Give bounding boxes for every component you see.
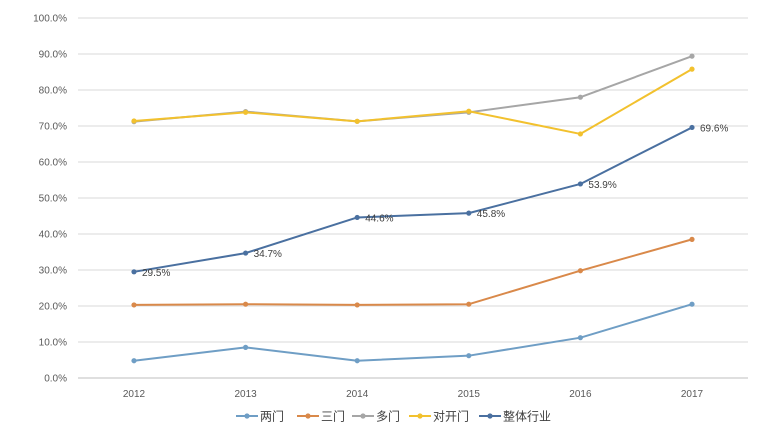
data-point-two-door [689, 301, 695, 307]
data-point-industry-total [354, 214, 360, 221]
x-tick-label: 2013 [234, 389, 257, 400]
series-line-multi-door [133, 55, 693, 123]
data-point-industry-total [577, 181, 584, 187]
data-labels: 29.5% 34.7% 44.6% 45.8% 53.9% 69.6% [142, 123, 728, 278]
legend-label: 整体行业 [503, 409, 551, 424]
data-label: 44.6% [365, 213, 393, 224]
x-tick-label: 2012 [123, 389, 146, 400]
data-point-industry-total [131, 269, 137, 275]
data-point-three-door [131, 302, 137, 308]
x-tick-label: 2014 [346, 389, 369, 400]
legend-label: 对开门 [433, 409, 469, 424]
data-point-french-door [689, 66, 695, 72]
data-point-two-door [577, 335, 584, 341]
data-label: 45.8% [477, 209, 505, 220]
data-point-two-door [243, 344, 249, 350]
legend-item-three-door: 三门 [297, 409, 345, 424]
y-tick-label: 20.0% [39, 302, 67, 313]
y-tick-label: 30.0% [39, 266, 67, 277]
data-point-french-door [354, 118, 360, 124]
data-point-industry-total [466, 210, 472, 216]
legend-marker [360, 413, 366, 419]
legend-label: 三门 [321, 409, 345, 424]
x-tick-label: 2017 [681, 389, 704, 400]
y-tick-label: 80.0% [39, 86, 67, 97]
y-tick-label: 90.0% [39, 50, 67, 61]
y-tick-label: 50.0% [39, 194, 67, 205]
series-two-door [131, 301, 695, 364]
data-point-industry-total [243, 250, 249, 256]
legend-item-two-door: 两门 [236, 409, 284, 424]
x-tick-label: 2016 [569, 389, 592, 400]
legend-marker [305, 413, 311, 419]
data-point-two-door [354, 358, 360, 364]
data-point-two-door [466, 353, 472, 359]
data-point-two-door [131, 358, 137, 364]
series-line-french-door [133, 68, 693, 135]
y-tick-label: 40.0% [39, 230, 67, 241]
legend-marker [417, 413, 423, 419]
data-point-three-door [243, 301, 249, 307]
data-point-multi-door [689, 53, 695, 59]
legend-item-french-door: 对开门 [409, 409, 469, 424]
data-point-french-door [577, 131, 584, 137]
legend-item-multi-door: 多门 [352, 409, 400, 424]
data-point-three-door [689, 236, 695, 242]
data-point-three-door [354, 302, 360, 308]
x-tick-label: 2015 [458, 389, 481, 400]
y-tick-label: 70.0% [39, 122, 67, 133]
legend-marker [244, 413, 250, 419]
data-point-multi-door [577, 94, 584, 100]
data-label: 69.6% [700, 123, 728, 134]
data-label: 53.9% [588, 180, 616, 191]
series-line-industry-total [133, 126, 693, 273]
data-point-french-door [131, 118, 137, 124]
series-three-door [131, 236, 695, 308]
series-lines [131, 53, 695, 364]
data-point-french-door [243, 109, 249, 115]
series-line-three-door [133, 238, 693, 306]
series-line-two-door [133, 303, 693, 362]
x-axis-ticks: 2012 2013 2014 2015 2016 2017 [123, 389, 704, 400]
y-tick-label: 10.0% [39, 338, 67, 349]
series-french-door [131, 66, 695, 137]
data-point-industry-total [689, 124, 695, 131]
gridlines [78, 17, 748, 379]
data-point-three-door [466, 301, 472, 307]
data-point-three-door [577, 268, 584, 274]
y-tick-label: 0.0% [44, 374, 67, 385]
legend-item-industry-total: 整体行业 [479, 409, 551, 424]
y-tick-label: 60.0% [39, 158, 67, 169]
y-axis-ticks: 0.0% 10.0% 20.0% 30.0% 40.0% 50.0% 60.0% 70.0% 8… [33, 14, 67, 385]
data-label: 29.5% [142, 268, 170, 279]
legend-label: 多门 [376, 409, 400, 424]
series-industry-total [131, 124, 695, 275]
legend: 两门 三门 多门 对开门 整体行业 [236, 409, 551, 424]
data-label: 34.7% [254, 249, 282, 260]
legend-marker [487, 413, 493, 419]
data-point-french-door [466, 108, 472, 114]
legend-label: 两门 [260, 409, 284, 424]
y-tick-label: 100.0% [33, 14, 67, 25]
